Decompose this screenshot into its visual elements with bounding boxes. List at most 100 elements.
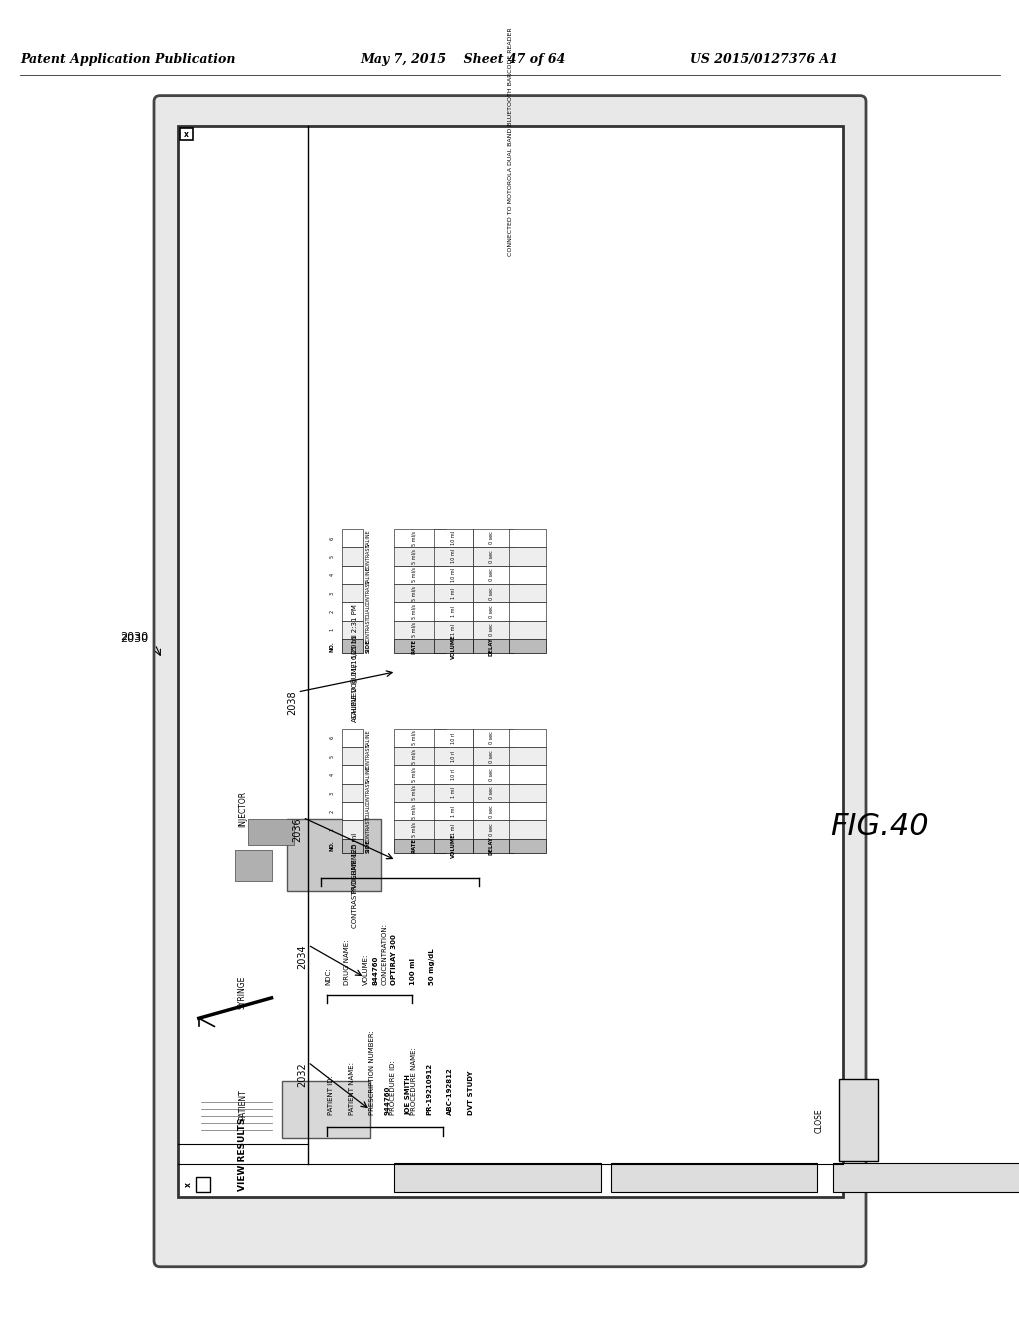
Bar [341, 766, 363, 784]
Bar [433, 529, 473, 548]
Bar [433, 620, 473, 639]
Bar [433, 821, 473, 838]
Text: SIDE: SIDE [365, 639, 370, 653]
Bar [508, 565, 545, 583]
Text: 4: 4 [329, 774, 334, 776]
Text: RATE: RATE [411, 639, 416, 653]
Text: 0 sec: 0 sec [488, 731, 493, 744]
Bar [433, 766, 473, 784]
Text: NO.: NO. [329, 841, 334, 851]
Text: PROCEDURE NAME:: PROCEDURE NAME: [411, 1047, 417, 1115]
Text: PRESCRIPTION NUMBER:: PRESCRIPTION NUMBER: [369, 1031, 375, 1115]
Bar [341, 620, 363, 639]
Bar [281, 1081, 370, 1138]
Text: CONTRAST: CONTRAST [365, 780, 370, 807]
Bar [341, 529, 363, 548]
Text: ACHIEVED @ 11/16/2011 2:31 PM: ACHIEVED @ 11/16/2011 2:31 PM [351, 605, 358, 722]
Text: 0 sec: 0 sec [488, 768, 493, 781]
Text: 10 rl: 10 rl [450, 751, 455, 762]
Text: 0 sec: 0 sec [488, 550, 493, 562]
Text: PROCEDURE ID:: PROCEDURE ID: [389, 1060, 395, 1115]
Text: 10 rl: 10 rl [450, 770, 455, 780]
Text: NDC:: NDC: [325, 968, 331, 985]
Text: 2038: 2038 [287, 690, 297, 714]
Text: 10 rl: 10 rl [450, 733, 455, 743]
Bar [341, 729, 363, 747]
Text: 5: 5 [329, 755, 334, 758]
FancyBboxPatch shape [154, 95, 865, 1267]
Text: VIEW RESULTS: VIEW RESULTS [237, 1117, 247, 1191]
Text: 2032: 2032 [298, 1063, 308, 1086]
Text: FIG.40: FIG.40 [829, 812, 928, 841]
Text: CONTRAST: CONTRAST [365, 816, 370, 843]
Bar [473, 729, 513, 747]
Bar [341, 747, 363, 766]
Bar [473, 803, 513, 821]
Text: 1 ml: 1 ml [450, 624, 455, 635]
Text: 5 ml/s: 5 ml/s [411, 748, 416, 764]
Bar [393, 548, 445, 565]
Text: 0 sec: 0 sec [488, 587, 493, 599]
Text: DUAL: DUAL [365, 605, 370, 618]
Text: SIDE: SIDE [365, 840, 370, 853]
Text: 3: 3 [329, 591, 334, 595]
Text: 50 mg/dL: 50 mg/dL [428, 948, 434, 985]
Bar [394, 1163, 600, 1192]
Bar [473, 565, 513, 583]
Text: 0 sec: 0 sec [488, 605, 493, 618]
Text: JOE SMITH: JOE SMITH [406, 1074, 412, 1115]
Text: 1 ml: 1 ml [450, 606, 455, 616]
Bar [341, 784, 363, 803]
Bar [433, 803, 473, 821]
Bar [393, 620, 445, 639]
Text: 10 ml: 10 ml [450, 568, 455, 582]
Text: SALINE VOLUME: 125 ml: SALINE VOLUME: 125 ml [352, 635, 358, 719]
Text: 1 ml: 1 ml [450, 788, 455, 799]
Bar [393, 565, 445, 583]
Text: US 2015/0127376 A1: US 2015/0127376 A1 [689, 53, 838, 66]
Text: 3: 3 [329, 792, 334, 795]
Bar [832, 1163, 1019, 1192]
Text: 0 sec: 0 sec [488, 824, 493, 836]
Bar [473, 548, 513, 565]
Text: 5 ml/s: 5 ml/s [411, 622, 416, 638]
Bar [433, 565, 473, 583]
Text: DUAL: DUAL [365, 805, 370, 818]
Text: 2030: 2030 [120, 634, 148, 644]
Bar [508, 747, 545, 766]
Text: 0 sec: 0 sec [488, 805, 493, 817]
Text: CONCENTRATION:: CONCENTRATION: [381, 923, 387, 985]
Text: VOLUME:: VOLUME: [363, 953, 369, 985]
Text: 5 ml/s: 5 ml/s [411, 804, 416, 818]
Bar [433, 583, 473, 602]
Text: NO.: NO. [329, 640, 334, 652]
Text: CONTRAST: CONTRAST [365, 616, 370, 643]
Bar [473, 583, 513, 602]
Bar [393, 529, 445, 548]
Text: 2030: 2030 [120, 632, 148, 643]
Bar [393, 784, 445, 803]
Bar [473, 529, 513, 548]
Text: 10 ml: 10 ml [450, 549, 455, 564]
Text: 1 ml: 1 ml [450, 587, 455, 598]
Text: VOLUME: VOLUME [450, 834, 455, 858]
Bar [473, 766, 513, 784]
Text: 844760: 844760 [372, 956, 378, 985]
Bar [235, 850, 271, 880]
Text: SALINE: SALINE [365, 566, 370, 583]
Bar [508, 583, 545, 602]
Bar [341, 838, 363, 853]
Text: 100 ml: 100 ml [410, 957, 416, 985]
Bar [433, 838, 473, 853]
Bar [473, 602, 513, 620]
Text: 5 ml/s: 5 ml/s [411, 730, 416, 746]
Text: CONTRAST: CONTRAST [365, 743, 370, 770]
Bar [838, 1080, 877, 1162]
Text: 0 sec: 0 sec [488, 750, 493, 763]
Bar [341, 583, 363, 602]
Text: DVT STUDY: DVT STUDY [468, 1071, 474, 1115]
Text: PR-19210912: PR-19210912 [426, 1063, 432, 1115]
Bar [393, 803, 445, 821]
Bar [508, 784, 545, 803]
Text: CONNECTED TO MOTOROLA DUAL BAND BLUETOOTH BARCODE READER: CONNECTED TO MOTOROLA DUAL BAND BLUETOOT… [507, 28, 513, 256]
